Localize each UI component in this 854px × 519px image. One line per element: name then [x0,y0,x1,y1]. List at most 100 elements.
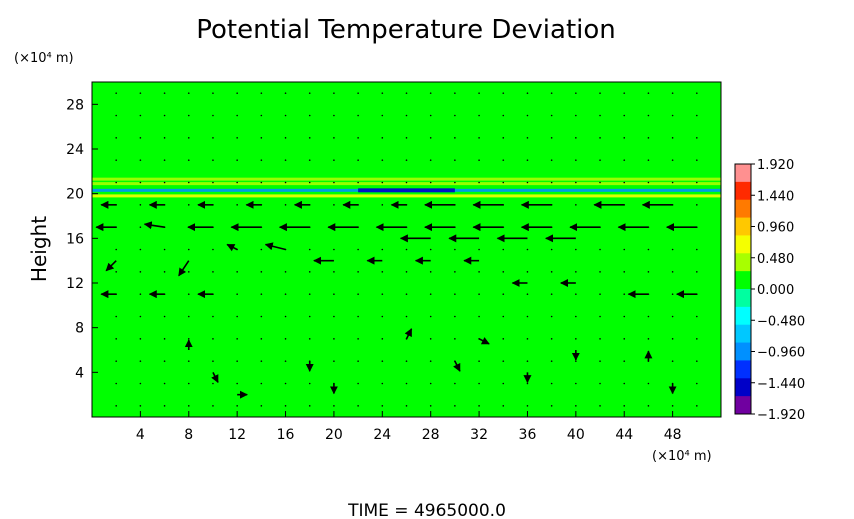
vector-dot [429,159,432,161]
x-axis: 4 8 12 16 20 24 28 32 36 40 44 48 [136,411,682,443]
vector-dot [381,405,384,407]
vector-dot [575,293,577,295]
vector-dot [236,405,238,407]
vector-dot [405,137,408,139]
vector-dot [212,382,214,385]
vector-dot [357,382,359,385]
vector-dot [212,271,214,273]
vector-dot [696,159,698,161]
vector-dot [284,338,287,340]
vector-dot [163,137,166,139]
x-tick-label: 4 [136,427,145,443]
vector-dot [550,248,553,251]
colorbar-tick-label: 0.960 [757,221,794,236]
vector-dot [260,159,263,161]
vector-dot [696,271,698,273]
vector-dot [357,338,359,340]
vector-dot [405,181,408,184]
vector-dot [599,315,601,318]
vector-dot [671,405,674,407]
vector-dot [599,92,601,94]
wind-vector [453,360,461,372]
vector-dot [405,382,408,385]
vector-dot [163,92,166,94]
colorbar-tick-label: −1.440 [757,377,805,392]
vector-dot [623,137,626,139]
vector-dot [696,360,698,362]
colorbar-tick-labels: 1.920 1.440 0.960 0.480 0.000 −0.480 −0.960 −1.… [751,158,805,423]
vector-dot [381,204,384,206]
vector-dot [333,405,335,407]
vector-dot [260,405,263,407]
vector-dot [308,92,311,94]
vector-dot [405,248,408,251]
vector-dot [284,315,287,318]
vector-dot [550,181,553,184]
vector-dot [115,159,117,161]
vector-dot [550,114,553,117]
vector-dot [454,137,456,139]
vector-dot [647,159,650,161]
vector-dot [502,338,505,340]
vector-dot [115,405,117,407]
vector-dot [671,315,674,318]
colorbar-segment [735,181,751,201]
vector-dot [647,114,650,117]
vector-dot [526,293,529,295]
vector-dot [647,382,650,385]
vector-dot [623,405,626,407]
vector-dot [429,382,432,385]
vector-dot [526,360,529,362]
vector-dot [381,293,384,295]
x-tick-label: 36 [519,427,537,443]
vector-dot [575,204,577,206]
colorbar-segment [735,396,751,415]
vector-dot [236,382,238,385]
vector-dot [139,248,142,251]
vector-dot [139,405,142,407]
vector-dot [163,114,166,117]
vector-dot [575,159,577,161]
vector-dot [623,382,626,385]
vector-dot [333,248,335,251]
vector-dot [357,405,359,407]
vector-dot [454,181,456,184]
vector-dot [405,360,408,362]
vector-dot [405,92,408,94]
vector-dot [115,248,117,251]
vector-dot [454,382,456,385]
vector-dot [550,271,553,273]
vector-dot [623,338,626,340]
vector-dot [478,137,480,139]
vector-dot [671,137,674,139]
vector-dot [187,114,190,117]
vector-dot [429,92,432,94]
vector-dot [647,405,650,407]
vector-dot [696,181,698,184]
vector-dot [260,181,263,184]
anomaly-band [92,194,721,198]
vector-dot [647,271,650,273]
vector-dot [671,114,674,117]
vector-dot [647,92,650,94]
vector-dot [550,293,553,295]
vector-dot [115,315,117,318]
vector-dot [187,248,190,251]
vector-dot [163,248,166,251]
vector-dot [526,92,529,94]
colorbar-tick-label: 1.440 [757,189,794,204]
vector-dot [647,137,650,139]
vector-dot [284,92,287,94]
vector-dot [163,181,166,184]
colorbar-tick-label: 1.920 [757,158,794,173]
vector-dot [478,114,480,117]
anomaly-band [92,182,721,186]
vector-dot [550,360,553,362]
vector-dot [405,315,408,318]
wind-vector [478,337,490,345]
x-tick-label: 48 [664,427,682,443]
vector-dot [502,181,505,184]
x-tick-label: 16 [277,427,295,443]
vector-dot [696,338,698,340]
vector-dot [647,181,650,184]
